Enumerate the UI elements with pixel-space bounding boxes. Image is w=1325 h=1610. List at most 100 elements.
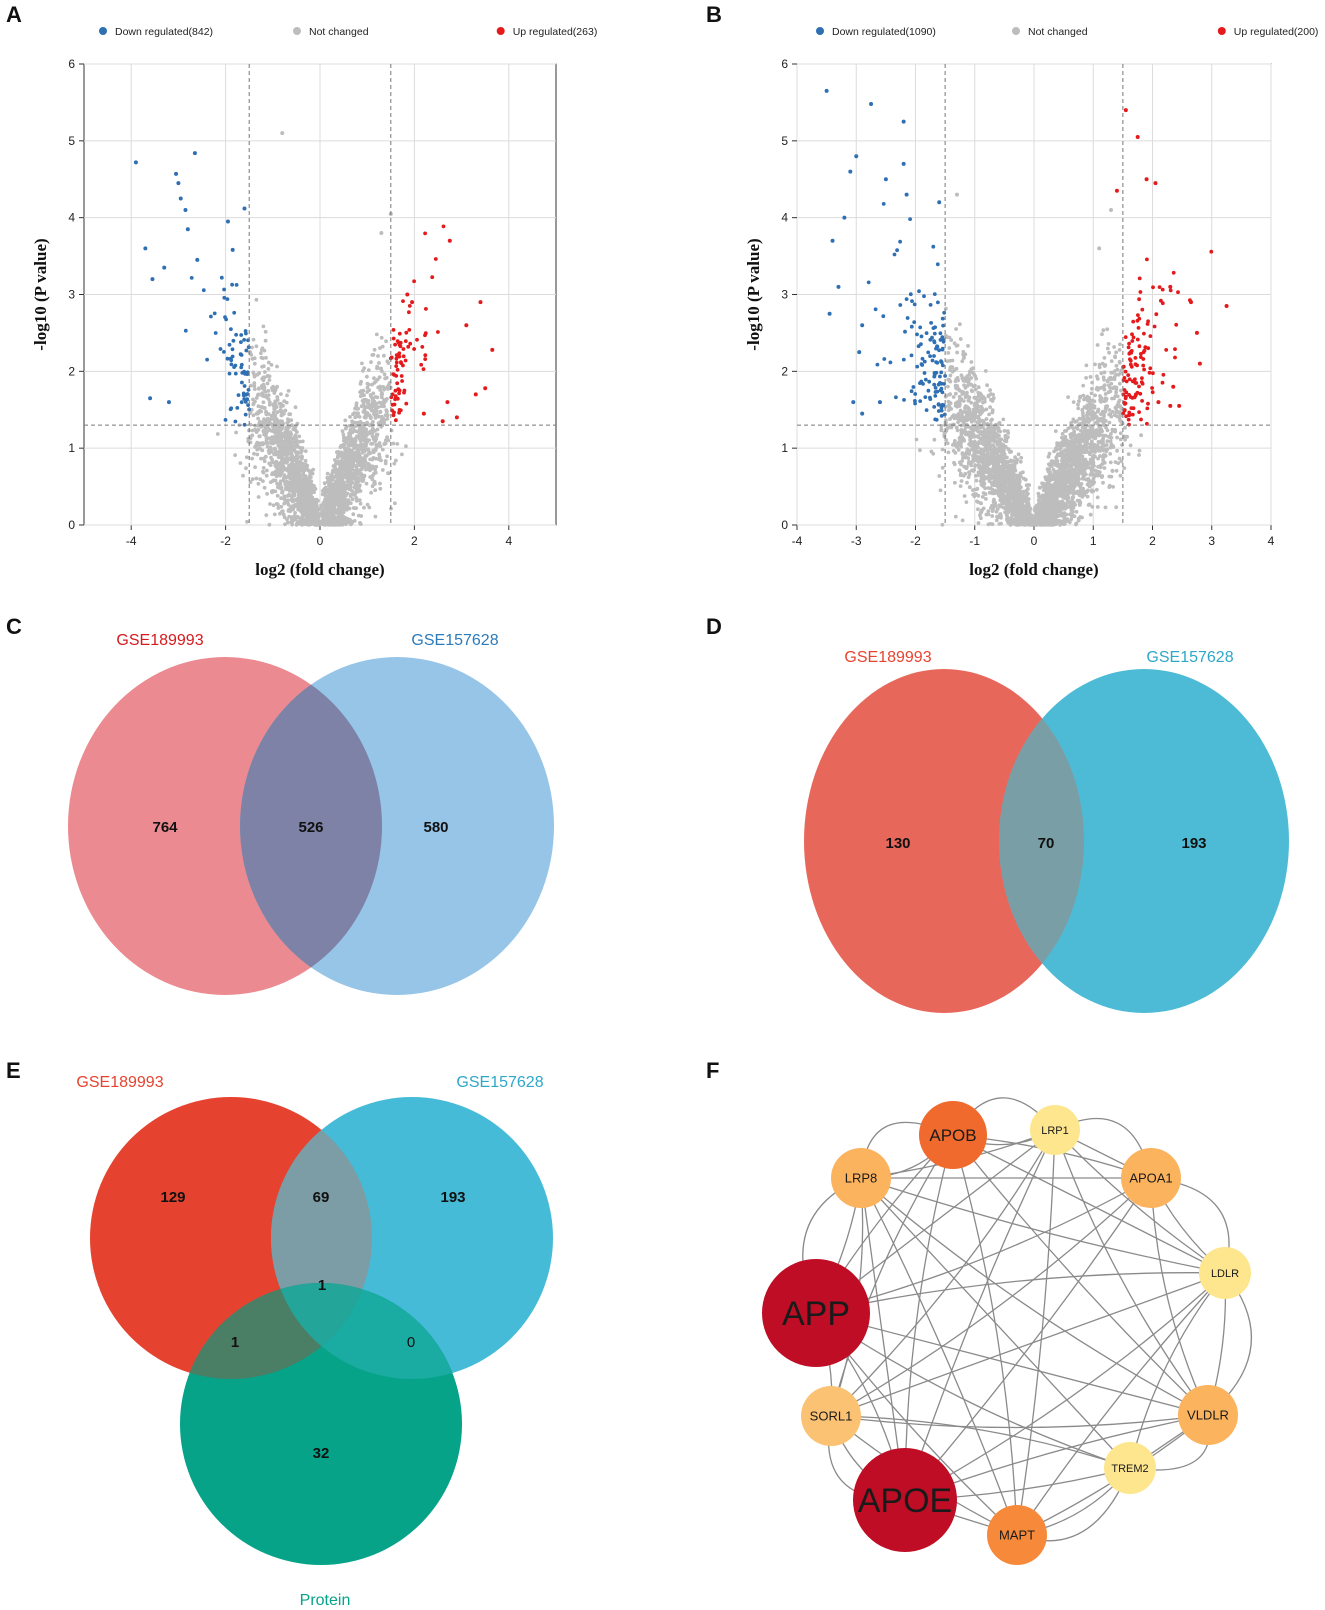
- gene-point: [304, 479, 309, 483]
- gene-point: [1096, 407, 1101, 412]
- gene-point: [330, 493, 335, 497]
- x-axis-label: log2 (fold change): [255, 560, 384, 579]
- gene-point: [295, 455, 299, 460]
- gene-point: [370, 477, 375, 482]
- gene-point: [1115, 394, 1120, 399]
- gene-point: [222, 295, 227, 300]
- gene-point: [350, 448, 354, 453]
- gene-point: [281, 465, 285, 470]
- gene-point: [215, 432, 220, 436]
- gene-point: [430, 275, 435, 280]
- y-tick-label: 3: [68, 288, 75, 302]
- gene-point: [362, 474, 366, 479]
- gene-point: [310, 484, 315, 489]
- gene-point: [286, 389, 291, 393]
- gene-point: [980, 508, 984, 512]
- gene-point: [276, 502, 280, 507]
- gene-point: [369, 394, 374, 399]
- gene-point: [1103, 505, 1108, 510]
- gene-point: [1071, 417, 1076, 422]
- gene-point: [963, 409, 967, 414]
- legend-dot: [293, 27, 301, 35]
- gene-point: [351, 412, 355, 417]
- gene-point: [365, 381, 370, 386]
- gene-point: [1036, 498, 1041, 503]
- gene-point: [260, 448, 265, 453]
- gene-point: [1117, 416, 1122, 420]
- gene-point: [299, 450, 303, 455]
- gene-point: [264, 473, 269, 478]
- x-tick-label: -4: [126, 534, 137, 548]
- gene-point: [964, 500, 969, 504]
- gene-point: [297, 460, 302, 464]
- gene-point: [231, 338, 236, 343]
- gene-point: [259, 355, 264, 360]
- gene-point: [1115, 435, 1119, 440]
- gene-point: [343, 460, 348, 465]
- gene-point: [1107, 474, 1112, 479]
- gene-point: [344, 424, 349, 429]
- gene-point: [441, 224, 446, 229]
- gene-point: [256, 416, 260, 421]
- gene-point: [987, 490, 992, 495]
- gene-point: [1117, 398, 1122, 403]
- not-changed-points: [215, 131, 408, 527]
- gene-point: [385, 435, 389, 440]
- gene-point: [285, 435, 290, 439]
- gene-point: [261, 324, 266, 329]
- gene-point: [1090, 398, 1095, 403]
- gene-point: [293, 440, 298, 445]
- gene-point: [940, 465, 945, 470]
- gene-point: [1137, 453, 1141, 457]
- gene-point: [358, 439, 363, 443]
- gene-point: [1081, 383, 1086, 388]
- gene-point: [338, 496, 343, 501]
- gene-point: [1005, 455, 1009, 460]
- x-tick-label: -3: [851, 534, 862, 548]
- gene-point: [1011, 517, 1016, 522]
- gene-point: [263, 390, 268, 394]
- gene-point: [300, 482, 305, 487]
- gene-point: [984, 417, 989, 421]
- gene-point: [1046, 454, 1051, 459]
- gene-point: [364, 438, 369, 442]
- gene-point: [377, 452, 382, 457]
- gene-point: [421, 411, 426, 416]
- gene-point: [233, 371, 238, 376]
- gene-point: [361, 410, 366, 414]
- gene-point: [230, 282, 235, 287]
- gene-point: [289, 432, 294, 437]
- gene-point: [373, 413, 377, 417]
- gene-point: [966, 456, 971, 460]
- gene-point: [402, 388, 407, 393]
- gene-point: [342, 470, 347, 475]
- gene-point: [267, 374, 272, 379]
- gene-point: [348, 469, 353, 474]
- gene-point: [412, 279, 416, 284]
- gene-point: [1122, 466, 1127, 470]
- gene-point: [227, 342, 232, 347]
- gene-point: [287, 424, 292, 429]
- gene-point: [991, 443, 995, 448]
- gene-point: [286, 509, 291, 513]
- gene-point: [447, 238, 452, 243]
- gene-point: [373, 416, 378, 420]
- gene-point: [379, 404, 384, 409]
- gene-point: [307, 483, 311, 487]
- gene-point: [394, 356, 399, 361]
- gene-point: [257, 371, 261, 375]
- gene-point: [395, 339, 400, 343]
- gene-point: [314, 520, 319, 525]
- gene-point: [395, 367, 400, 372]
- gene-point: [378, 486, 383, 491]
- gene-point: [162, 265, 167, 270]
- gene-point: [252, 381, 257, 386]
- gene-point: [395, 442, 400, 446]
- gene-point: [932, 437, 937, 442]
- gene-point: [342, 489, 347, 494]
- gene-point: [953, 391, 958, 396]
- gene-point: [260, 364, 264, 369]
- gene-point: [270, 441, 275, 446]
- gene-point: [244, 392, 248, 397]
- gene-point: [361, 401, 366, 405]
